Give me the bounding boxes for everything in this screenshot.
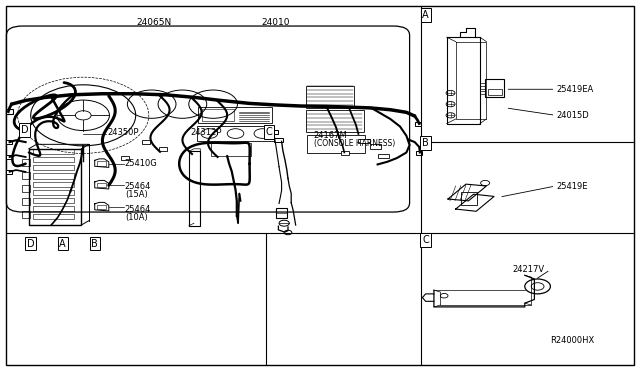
Bar [211, 143, 251, 156]
Bar [197, 126, 274, 141]
Bar [189, 151, 200, 226]
Bar [22, 159, 30, 166]
Bar [22, 172, 30, 179]
Bar [33, 198, 74, 203]
Bar [159, 147, 167, 151]
Bar [22, 211, 30, 218]
Bar [33, 190, 74, 195]
Bar [341, 151, 349, 155]
Text: B: B [92, 239, 98, 248]
Text: D: D [20, 125, 28, 135]
Bar [415, 122, 421, 126]
Bar [33, 182, 74, 187]
Text: R24000HX: R24000HX [550, 336, 595, 345]
Bar [461, 192, 477, 205]
Text: A: A [60, 239, 66, 248]
Bar [6, 155, 12, 159]
Bar [270, 130, 278, 134]
Text: 25419EA: 25419EA [557, 85, 594, 94]
Text: 24217V: 24217V [512, 265, 544, 274]
Bar [274, 138, 283, 142]
Bar [33, 173, 74, 179]
Bar [6, 109, 13, 114]
Text: 24015D: 24015D [557, 111, 589, 120]
Text: 25419E: 25419E [557, 182, 588, 190]
Text: D: D [27, 239, 35, 248]
Bar [33, 206, 74, 211]
Bar [33, 165, 74, 170]
Bar [6, 140, 12, 144]
Bar [97, 183, 106, 187]
Bar [121, 156, 129, 160]
Text: 24010: 24010 [261, 18, 289, 27]
Bar [198, 107, 272, 123]
Bar [306, 110, 364, 132]
Bar [33, 214, 74, 219]
Text: A: A [422, 10, 429, 20]
Text: (CONSOLE HARNESS): (CONSOLE HARNESS) [314, 139, 395, 148]
Bar [416, 151, 422, 155]
Bar [306, 86, 354, 108]
Text: 25464: 25464 [125, 205, 151, 214]
Bar [307, 135, 365, 153]
Text: 24065N: 24065N [136, 18, 172, 27]
Text: (10A): (10A) [125, 214, 148, 222]
Bar [97, 161, 106, 166]
Bar [370, 144, 381, 149]
Bar [29, 149, 81, 225]
Bar [33, 149, 74, 154]
Bar [485, 79, 504, 97]
Bar [358, 139, 370, 143]
Bar [488, 89, 502, 95]
Bar [378, 154, 389, 158]
Text: C: C [266, 127, 272, 137]
Text: 24350P: 24350P [108, 128, 139, 137]
Bar [33, 157, 74, 162]
Text: (15A): (15A) [125, 190, 148, 199]
Text: 24312P: 24312P [191, 128, 222, 137]
Bar [22, 198, 30, 205]
Bar [97, 205, 106, 209]
Text: 25410G: 25410G [125, 159, 157, 168]
Text: 25464: 25464 [125, 182, 151, 191]
Text: 24167M: 24167M [314, 131, 348, 140]
Bar [22, 185, 30, 192]
Text: B: B [422, 138, 429, 148]
Text: C: C [422, 235, 429, 245]
Circle shape [284, 230, 292, 235]
Bar [142, 140, 150, 144]
Bar [276, 208, 287, 218]
Bar [6, 170, 12, 174]
Bar [202, 109, 234, 121]
